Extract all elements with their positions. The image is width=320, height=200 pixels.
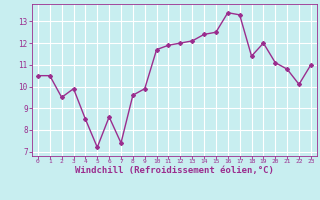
X-axis label: Windchill (Refroidissement éolien,°C): Windchill (Refroidissement éolien,°C) [75, 166, 274, 175]
